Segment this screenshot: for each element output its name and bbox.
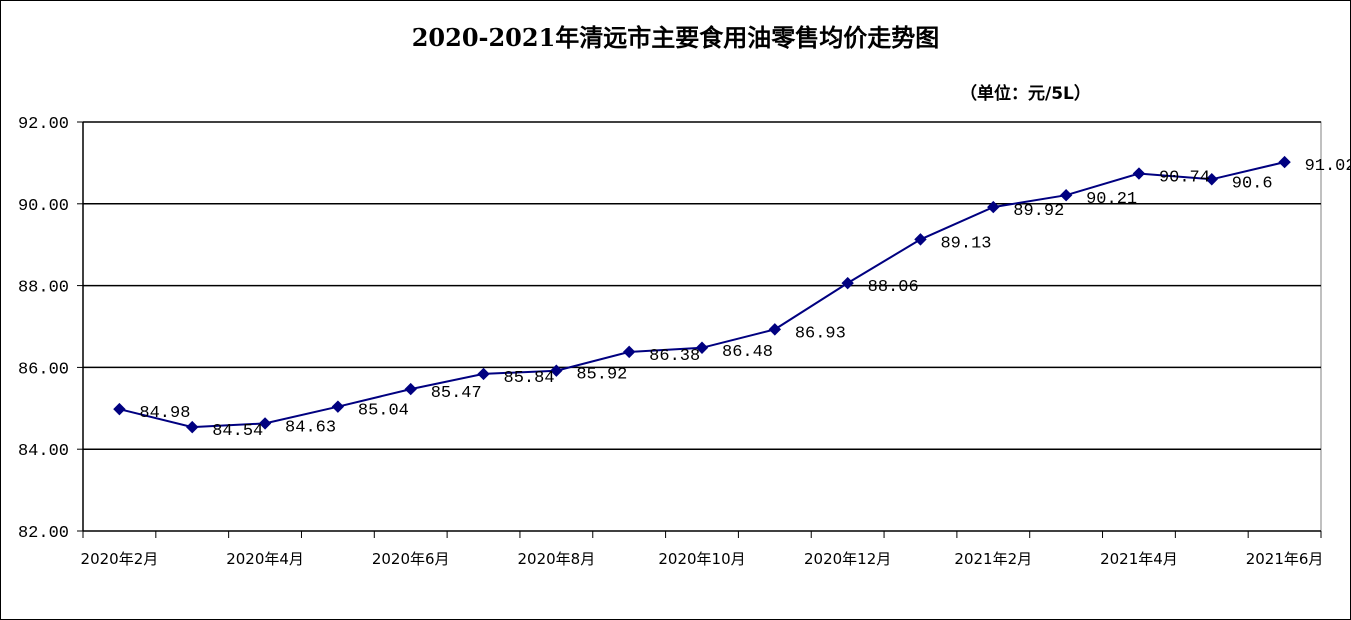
x-tick-label: 2020年12月	[804, 550, 891, 568]
data-point-marker	[768, 323, 782, 336]
x-tick-label: 2021年6月	[1246, 550, 1324, 568]
data-label: 91.02	[1305, 157, 1351, 176]
data-point-marker	[622, 345, 636, 359]
plot-area-border	[82, 121, 1322, 532]
data-label: 84.63	[285, 418, 336, 437]
x-tick-label: 2021年4月	[1100, 550, 1178, 568]
data-label: 85.84	[504, 369, 555, 388]
y-tick-label: 90.00	[18, 197, 69, 216]
data-point-marker	[258, 417, 272, 430]
data-label: 90.21	[1086, 190, 1137, 209]
data-point-marker	[477, 367, 490, 381]
x-tick-label: 2021年2月	[954, 550, 1032, 568]
y-tick-label: 84.00	[18, 442, 69, 461]
data-point-marker	[841, 276, 854, 290]
data-label: 86.93	[795, 324, 846, 343]
unit-label: （单位：元/5L）	[960, 84, 1091, 104]
data-label: 86.48	[722, 343, 773, 362]
x-tick-label: 2020年2月	[81, 550, 159, 568]
gridlines	[82, 121, 1322, 532]
data-label: 86.38	[649, 347, 700, 366]
data-point-marker	[1278, 155, 1291, 169]
data-label: 85.47	[431, 384, 482, 403]
data-point-marker	[987, 200, 1000, 214]
data-point-marker	[113, 402, 126, 416]
data-label: 84.98	[139, 404, 190, 423]
data-point-marker	[550, 364, 563, 377]
data-label: 84.54	[212, 422, 263, 441]
data-point-marker	[1059, 189, 1073, 202]
data-point-marker	[1205, 173, 1218, 186]
data-label: 89.92	[1013, 202, 1064, 221]
x-tick-label: 2020年4月	[226, 550, 304, 568]
data-label: 90.6	[1232, 174, 1273, 193]
y-tick-label: 86.00	[18, 360, 69, 379]
data-label: 89.13	[940, 234, 991, 253]
y-tick-label: 88.00	[18, 279, 69, 298]
x-tick-label: 2020年10月	[658, 550, 745, 568]
data-point-marker	[695, 341, 709, 354]
data-label: 85.92	[576, 366, 627, 385]
data-point-marker	[404, 382, 417, 396]
data-label: 90.74	[1159, 169, 1210, 188]
data-point-marker	[1132, 167, 1146, 180]
chart-title: 2020-2021年清远市主要食用油零售均价走势图	[411, 23, 940, 52]
data-label: 85.04	[358, 402, 409, 421]
x-tick-label: 2020年8月	[517, 550, 595, 568]
data-label: 88.06	[868, 278, 919, 297]
axes: 82.00 84.00 86.00 88.00 90.00 92.00 2020年2月 202…	[18, 115, 1323, 568]
data-point-marker	[914, 233, 927, 246]
data-series	[113, 155, 1291, 434]
y-tick-label: 92.00	[18, 115, 69, 134]
y-tick-label: 82.00	[18, 524, 69, 543]
data-point-marker	[186, 420, 199, 434]
data-labels: 84.98 84.54 84.63 85.04 85.47 85.84 85.92 86.38…	[139, 157, 1351, 441]
data-point-marker	[331, 400, 345, 413]
x-tick-label: 2020年6月	[372, 550, 450, 568]
